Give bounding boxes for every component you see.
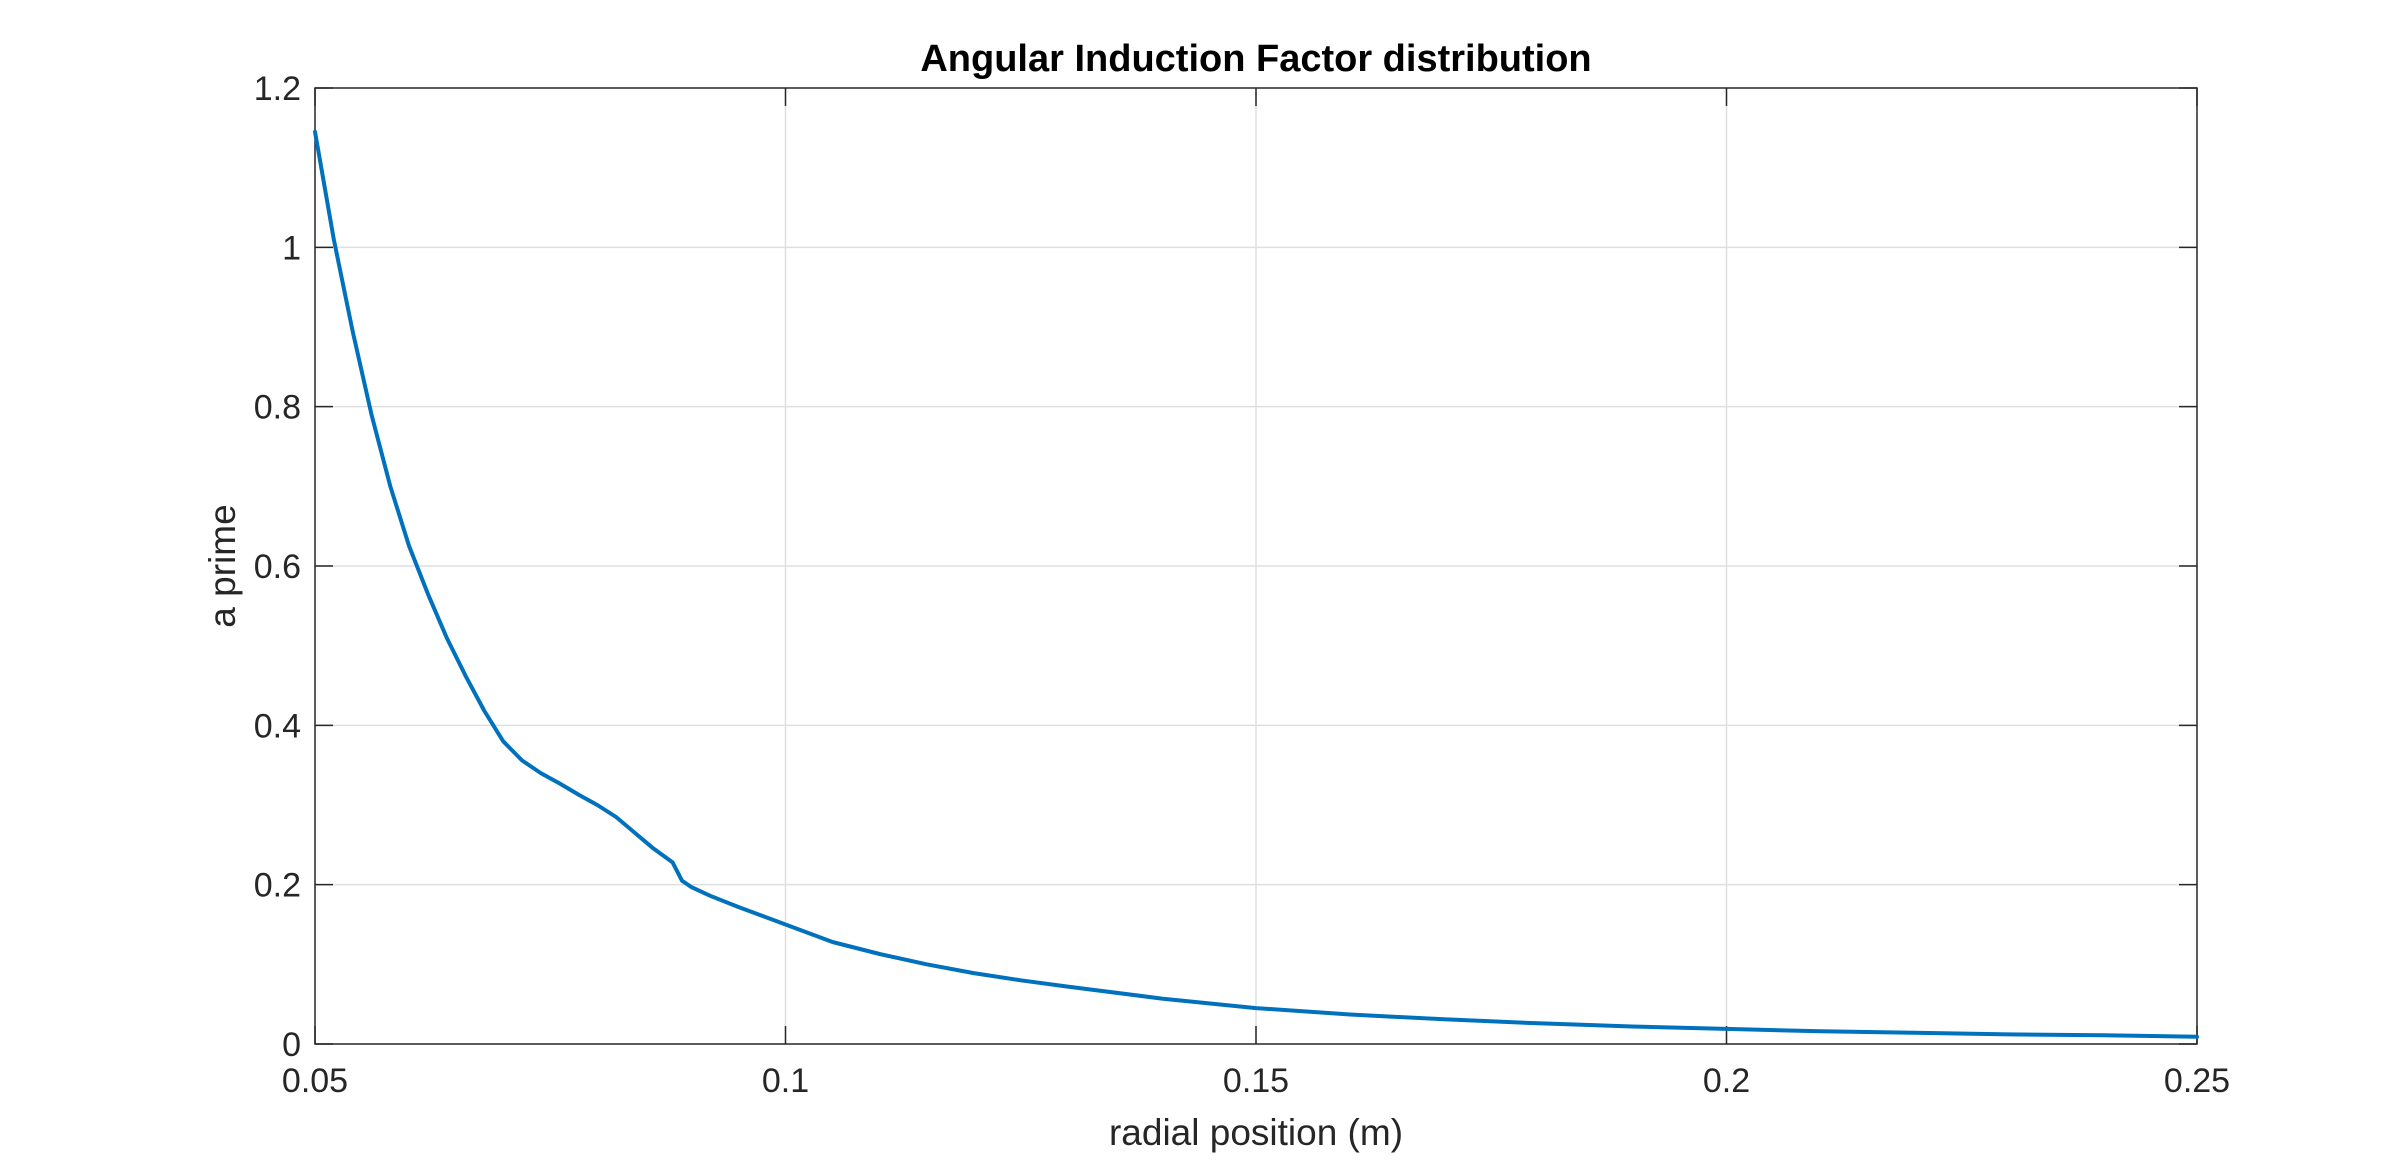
series-layer	[313, 129, 2199, 1039]
tick-marks	[314, 87, 2198, 1045]
y-tick-label: 0.6	[254, 548, 301, 586]
x-tick-label: 0.25	[2164, 1062, 2230, 1100]
y-tick-label: 0	[282, 1026, 301, 1064]
y-axis-tick-labels: 0 0.2 0.4 0.6 0.8 1 1.2	[254, 70, 301, 1064]
x-tick-label: 0.05	[282, 1062, 348, 1100]
x-tick-label: 0.15	[1223, 1062, 1289, 1100]
grid	[315, 88, 2197, 1044]
series-line-0	[313, 129, 2199, 1039]
x-tick-label: 0.2	[1703, 1062, 1750, 1100]
y-tick-label: 0.8	[254, 389, 301, 427]
y-tick-label: 1	[282, 229, 301, 267]
y-tick-label: 1.2	[254, 70, 301, 108]
y-axis-label: a prime	[202, 504, 243, 627]
x-axis-label: radial position (m)	[1109, 1112, 1403, 1153]
y-tick-label: 0.4	[254, 707, 301, 745]
chart-title: Angular Induction Factor distribution	[920, 38, 1591, 80]
x-axis-tick-labels: 0.05 0.1 0.15 0.2 0.25	[282, 1062, 2230, 1100]
x-tick-label: 0.1	[762, 1062, 809, 1100]
y-tick-label: 0.2	[254, 867, 301, 905]
